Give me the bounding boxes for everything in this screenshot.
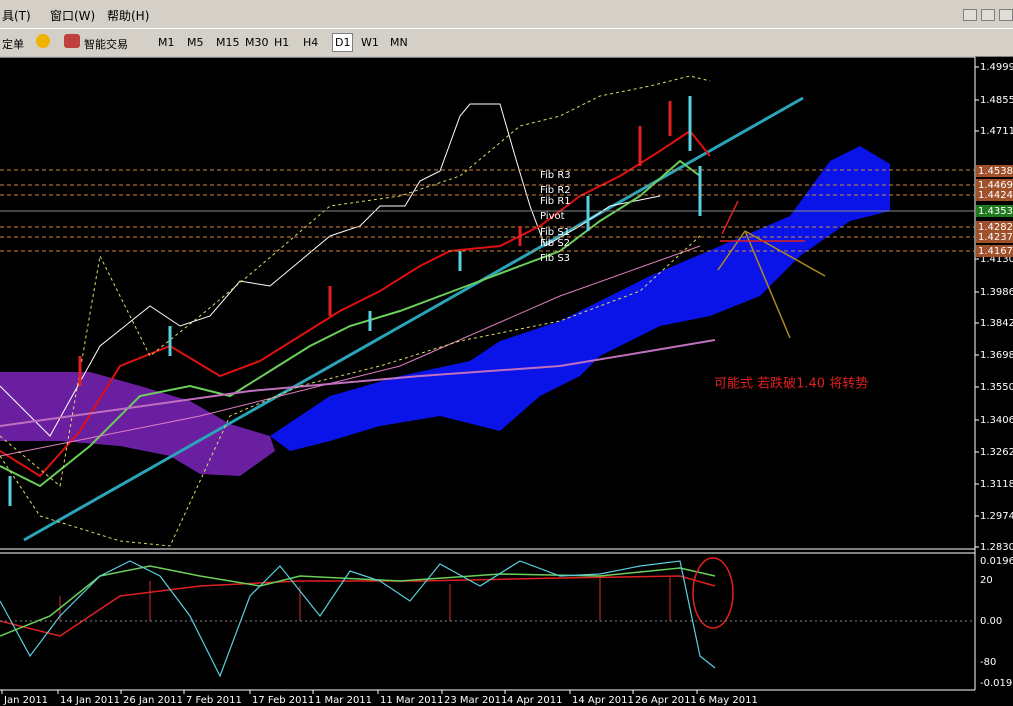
- date-label: 7 Feb 2011: [186, 695, 242, 706]
- icon: [64, 34, 80, 48]
- period-button[interactable]: M30: [245, 36, 269, 49]
- price-marker: [976, 179, 1013, 191]
- price-marker: [976, 245, 1013, 257]
- minimize[interactable]: [963, 9, 977, 21]
- date-label: 14 Apr 2011: [572, 695, 634, 706]
- price-label: 1.47110: [980, 126, 1013, 137]
- price-label: 1.49990: [980, 62, 1013, 73]
- price-label: 1.36985: [980, 350, 1013, 361]
- indicator-label: 0.0196: [980, 556, 1013, 567]
- price-marker-label: 1.44243: [978, 190, 1013, 201]
- date-label: 26 Apr 2011: [635, 695, 697, 706]
- period-button[interactable]: M5: [187, 36, 204, 49]
- price-label: 1.35500: [980, 382, 1013, 393]
- period-button[interactable]: M1: [158, 36, 175, 49]
- date-label: 14 Jan 2011: [60, 695, 120, 706]
- price-marker: [976, 205, 1013, 217]
- period-button[interactable]: M15: [216, 36, 240, 49]
- period-button[interactable]: H1: [274, 36, 290, 49]
- price-marker: [976, 189, 1013, 201]
- price-label: 1.29740: [980, 511, 1013, 522]
- date-label: 11 Mar 2011: [380, 695, 443, 706]
- price-label: 1.34060: [980, 415, 1013, 426]
- date-label: 26 Jan 2011: [123, 695, 183, 706]
- date-label: Jan 2011: [3, 695, 48, 706]
- pivot-label: Pivot: [540, 211, 565, 222]
- date-label: 23 Mar 2011: [444, 695, 507, 706]
- menu-item[interactable]: 帮助(H): [107, 9, 150, 23]
- price-marker: [976, 221, 1013, 233]
- pivot-label: Fib S3: [540, 253, 570, 264]
- close[interactable]: [999, 9, 1013, 21]
- period-button[interactable]: W1: [361, 36, 379, 49]
- macd-bars: [59, 576, 671, 621]
- period-button[interactable]: MN: [390, 36, 408, 49]
- date-label: 1 Mar 2011: [315, 695, 372, 706]
- icon: [36, 34, 50, 48]
- date-label: 6 May 2011: [699, 695, 758, 706]
- price-label: 1.32620: [980, 447, 1013, 458]
- order-button[interactable]: 定单: [2, 38, 24, 51]
- pivot-label: Fib S2: [540, 238, 570, 249]
- menu-bar: 具(T) 窗口(W) 帮助(H): [0, 0, 1013, 28]
- price-marker-label: 1.45385: [978, 166, 1013, 177]
- pivot-label: Fib S1: [540, 227, 570, 238]
- price-marker: [976, 231, 1013, 243]
- menu-item[interactable]: 具(T): [2, 9, 31, 23]
- expert-button[interactable]: 智能交易: [84, 38, 128, 51]
- period-button[interactable]: H4: [303, 36, 319, 49]
- period-button[interactable]: D1: [332, 33, 354, 52]
- price-marker-label: 1.43532: [978, 206, 1013, 217]
- price-label: 1.31180: [980, 479, 1013, 490]
- pivot-label: Fib R3: [540, 170, 571, 181]
- price-marker-label: 1.44692: [978, 180, 1013, 191]
- price-marker: [976, 165, 1013, 177]
- indicator-label: -80: [980, 657, 996, 668]
- menu-item[interactable]: 窗口(W): [50, 9, 96, 23]
- price-label: 1.38425: [980, 318, 1013, 329]
- pivot-label: Fib R1: [540, 196, 571, 207]
- indicator-label: -0.0191: [980, 678, 1013, 689]
- chart-decor: [0, 56, 976, 691]
- toolbar: 定单 智能交易 M1 M5 M15 M30 H1 H4 D1 W1 MN: [0, 28, 1013, 57]
- price-label: 1.39865: [980, 287, 1013, 298]
- price-label: 1.48550: [980, 95, 1013, 106]
- restore[interactable]: [981, 9, 995, 21]
- chart: 可能式 若跌破1.40 将转势 1.49990 1.48550 1.47110 1.4…: [0, 56, 1013, 706]
- indicator-label: 0.00: [980, 616, 1002, 627]
- price-marker-label: 1.42820: [978, 222, 1013, 233]
- price-marker-label: 1.41678: [978, 246, 1013, 257]
- indicator-label: 20: [980, 575, 993, 586]
- price-label: 1.28300: [980, 542, 1013, 553]
- date-label: 17 Feb 2011: [252, 695, 314, 706]
- price-label: 1.41300: [980, 254, 1013, 265]
- date-label: 4 Apr 2011: [507, 695, 562, 706]
- pivot-label: Fib R2: [540, 185, 571, 196]
- annotation: 可能式 若跌破1.40 将转势: [714, 376, 868, 392]
